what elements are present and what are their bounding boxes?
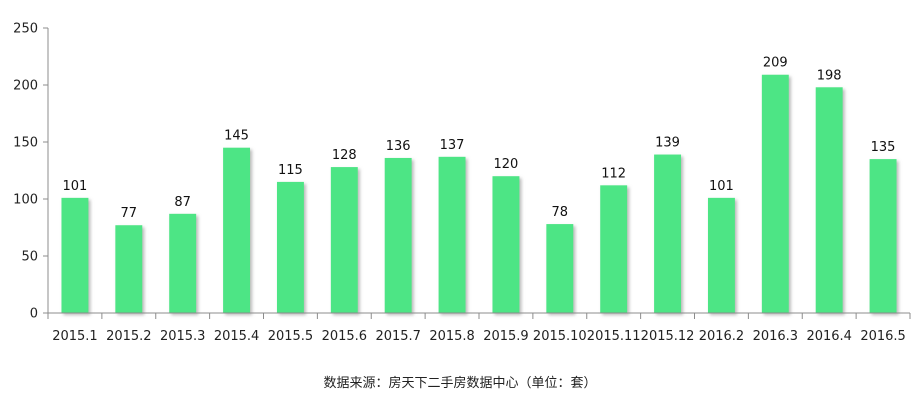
x-tick-label: 2015.3 [160,329,206,344]
x-tick-label: 2015.10 [533,329,587,344]
data-label: 112 [601,166,626,181]
y-tick-label: 100 [13,193,38,208]
x-tick-label: 2015.4 [214,329,260,344]
data-label: 136 [386,139,411,154]
x-tick-label: 2015.8 [429,329,475,344]
bar [169,213,197,313]
data-label: 101 [63,179,88,194]
x-tick-label: 2015.7 [375,329,421,344]
data-label: 115 [278,163,303,178]
bar [276,181,304,313]
x-tick-label: 2015.9 [483,329,529,344]
y-axis: 0 50 100 150 200 250 [13,22,49,322]
y-tick-label: 50 [21,250,38,265]
data-label: 77 [121,206,138,221]
data-label: 209 [763,56,788,71]
bar [761,74,789,314]
data-label: 101 [709,179,734,194]
y-tick-label: 250 [13,22,38,37]
data-label: 145 [224,129,249,144]
data-label: 87 [174,195,191,210]
data-label: 135 [871,140,896,155]
y-tick-label: 150 [13,136,38,151]
data-label: 78 [552,205,569,220]
bar [330,167,358,313]
bar [61,197,89,313]
data-label: 198 [817,68,842,83]
x-tick-label: 2015.11 [587,329,641,344]
bar [815,87,843,313]
data-source-note: 数据来源：房天下二手房数据中心（单位：套） [323,376,597,391]
y-tick-label: 200 [13,79,38,94]
bar [654,154,682,313]
x-axis: 2015.1 2015.2 2015.3 2015.4 2015.5 2015.6 2015… [47,312,911,344]
bar [223,147,251,313]
bar [115,225,143,313]
bar [600,185,628,313]
x-tick-label: 2016.4 [806,329,852,344]
x-tick-label: 2015.1 [52,329,98,344]
x-tick-label: 2016.3 [753,329,799,344]
x-tick-label: 2016.5 [860,329,906,344]
x-tick-label: 2015.12 [641,329,695,344]
bar [869,159,897,313]
bar [492,176,520,313]
bar [438,156,466,313]
bar [384,157,412,313]
bar [707,197,735,313]
x-tick-label: 2016.2 [699,329,745,344]
y-tick-label: 0 [30,307,38,322]
bar-series: 101 77 87 145 115 128 136 137 120 78 112 139 101 209 1… [61,56,897,314]
x-tick-label: 2015.5 [268,329,314,344]
data-label: 139 [655,136,680,151]
data-label: 120 [494,157,519,172]
x-tick-label: 2015.6 [322,329,368,344]
data-label: 128 [332,148,357,163]
bar [546,224,574,313]
data-label: 137 [440,138,465,153]
x-tick-label: 2015.2 [106,329,152,344]
